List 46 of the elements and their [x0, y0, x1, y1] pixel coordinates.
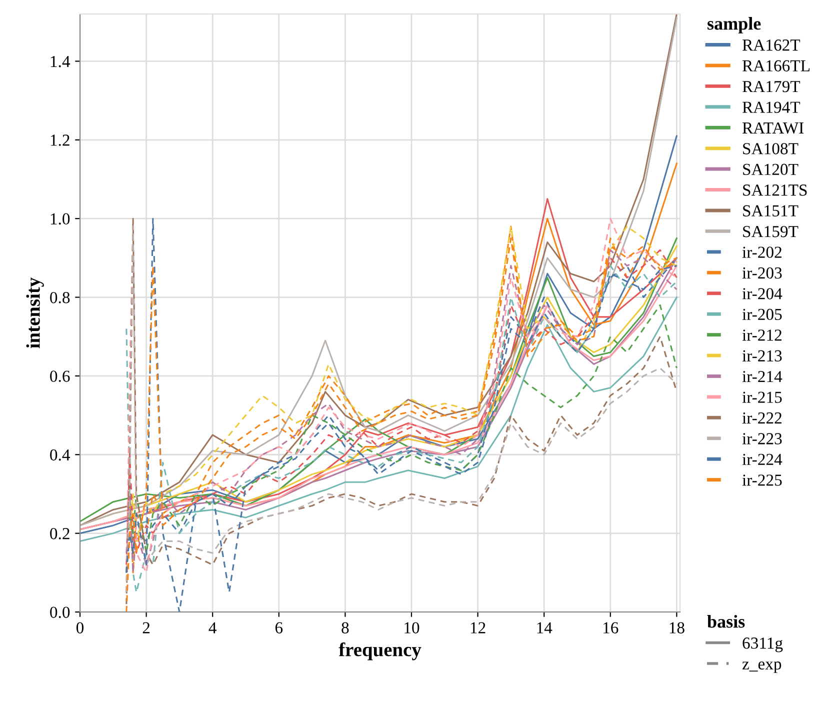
legend-label: ir-224	[742, 454, 782, 465]
legend-label: SA108T	[743, 143, 798, 154]
legend-label: RA166TL	[742, 60, 810, 72]
x-tick-label: 2	[142, 622, 150, 634]
legend-label: ir-204	[742, 288, 782, 300]
legend-label: RA162T	[742, 40, 800, 51]
y-tick-label: 0.8	[50, 292, 70, 304]
legend-label: ir-212	[742, 330, 782, 341]
legend-label: SA121TS	[743, 184, 807, 196]
x-tick-label: 12	[470, 622, 486, 634]
legend-label: ir-205	[742, 308, 782, 320]
legend-label: ir-222	[742, 412, 782, 424]
y-tick-label: 1.2	[50, 134, 70, 146]
x-tick-label: 16	[604, 622, 618, 634]
x-tick-label: 18	[670, 622, 684, 634]
legend-label: SA151T	[743, 205, 798, 216]
legend-label: SA159T	[743, 226, 798, 238]
x-tick-label: 10	[404, 622, 420, 634]
legend-label: ir-214	[742, 371, 782, 382]
y-tick-label: 1.4	[50, 56, 70, 68]
x-tick-label: 0	[76, 622, 84, 634]
x-tick-label: 8	[342, 622, 349, 634]
legend-label: RA194T	[742, 102, 800, 113]
legend-label: RATAWI	[742, 122, 804, 134]
legend-label: ir-203	[742, 267, 782, 279]
legend-label: ir-223	[742, 433, 782, 444]
x-tick-label: 6	[275, 622, 283, 634]
legend-label: RA179T	[742, 80, 800, 92]
legend-label: ir-225	[742, 474, 782, 486]
y-tick-label: 0.2	[50, 528, 70, 540]
y-tick-label: 0.6	[50, 370, 70, 382]
legend-title: sample	[708, 17, 761, 34]
text: basis	[707, 615, 745, 628]
y-tick-label: 0.4	[50, 449, 70, 461]
x-tick-label: 4	[208, 622, 217, 634]
legend-label: SA120T	[743, 164, 798, 176]
legend-label: ir-215	[742, 392, 782, 403]
y-tick-label: 1.0	[50, 213, 70, 225]
x-tick-label: 14	[537, 622, 552, 634]
y-axis-title: intensity	[26, 278, 44, 348]
y-tick-label: 0.0	[50, 606, 70, 618]
text: 6311g	[742, 638, 783, 652]
text: z_exp	[742, 661, 782, 673]
x-axis-title: frequency	[338, 642, 422, 660]
legend-label: ir-213	[742, 350, 782, 362]
legend-label: ir-202	[742, 246, 782, 258]
